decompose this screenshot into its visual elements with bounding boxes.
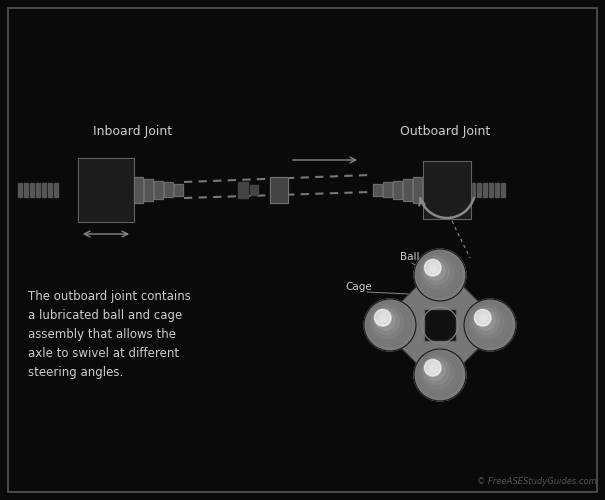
Circle shape (381, 316, 387, 322)
Text: Ball: Ball (400, 252, 419, 262)
Circle shape (478, 313, 491, 326)
Bar (238, 182, 248, 198)
Circle shape (464, 299, 516, 351)
Circle shape (480, 316, 487, 322)
Circle shape (376, 310, 395, 330)
Circle shape (430, 266, 437, 272)
Bar (373, 184, 382, 196)
Bar (495, 183, 499, 197)
Circle shape (414, 349, 466, 401)
Bar (483, 183, 487, 197)
Text: Inboard Joint: Inboard Joint (93, 125, 172, 138)
Bar (413, 177, 422, 203)
Circle shape (476, 310, 495, 330)
Circle shape (473, 308, 499, 334)
Bar (383, 182, 392, 197)
Bar (250, 185, 258, 195)
Circle shape (464, 299, 516, 351)
Bar (42, 183, 46, 197)
Bar (174, 184, 183, 196)
Bar (24, 183, 28, 197)
Circle shape (428, 263, 441, 276)
Circle shape (424, 258, 450, 284)
Bar (423, 161, 471, 219)
Bar (489, 183, 493, 197)
Bar (393, 181, 402, 199)
Text: Outboard Joint: Outboard Joint (400, 125, 490, 138)
Circle shape (374, 310, 391, 326)
Circle shape (474, 310, 491, 326)
Circle shape (414, 249, 466, 301)
Bar (54, 183, 58, 197)
Circle shape (416, 352, 462, 397)
Circle shape (426, 260, 445, 280)
Bar (144, 179, 153, 201)
Circle shape (419, 254, 457, 292)
Circle shape (367, 302, 412, 347)
Bar (144, 179, 153, 201)
Circle shape (416, 252, 462, 297)
Bar (18, 183, 22, 197)
Bar (174, 184, 183, 196)
Polygon shape (378, 263, 502, 387)
Text: Cage: Cage (345, 282, 371, 292)
Circle shape (371, 306, 404, 338)
Circle shape (424, 360, 441, 376)
Bar (134, 177, 143, 203)
Text: © FreeASEStudyGuides.com: © FreeASEStudyGuides.com (477, 477, 597, 486)
Circle shape (424, 358, 450, 384)
Circle shape (419, 354, 457, 393)
Bar (270, 177, 288, 203)
Bar (78, 158, 134, 222)
Bar (164, 182, 173, 197)
Circle shape (428, 363, 441, 376)
Circle shape (466, 302, 512, 347)
Circle shape (469, 304, 508, 343)
Bar (413, 177, 422, 203)
Bar (403, 179, 412, 201)
Bar (78, 158, 134, 222)
Circle shape (414, 249, 466, 301)
Circle shape (426, 360, 445, 380)
Bar (383, 182, 392, 197)
Bar (270, 177, 288, 203)
Circle shape (421, 356, 454, 388)
Circle shape (364, 299, 416, 351)
Bar (501, 183, 505, 197)
Circle shape (471, 306, 503, 338)
Bar (424, 309, 456, 341)
Bar (48, 183, 52, 197)
Circle shape (414, 349, 466, 401)
Circle shape (368, 304, 408, 343)
Bar (403, 179, 412, 201)
Circle shape (424, 260, 441, 276)
Circle shape (373, 308, 399, 334)
Circle shape (421, 256, 454, 288)
Bar (30, 183, 34, 197)
Bar (471, 183, 475, 197)
Bar (36, 183, 40, 197)
Bar (134, 177, 143, 203)
Bar (423, 161, 471, 219)
Circle shape (364, 299, 416, 351)
Bar (154, 181, 163, 199)
Bar (154, 181, 163, 199)
Bar (373, 184, 382, 196)
Circle shape (378, 313, 391, 326)
Bar (477, 183, 481, 197)
Bar (164, 182, 173, 197)
Bar (393, 181, 402, 199)
Text: The outboard joint contains
a lubricated ball and cage
assembly that allows the
: The outboard joint contains a lubricated… (28, 290, 191, 379)
Circle shape (430, 366, 437, 372)
